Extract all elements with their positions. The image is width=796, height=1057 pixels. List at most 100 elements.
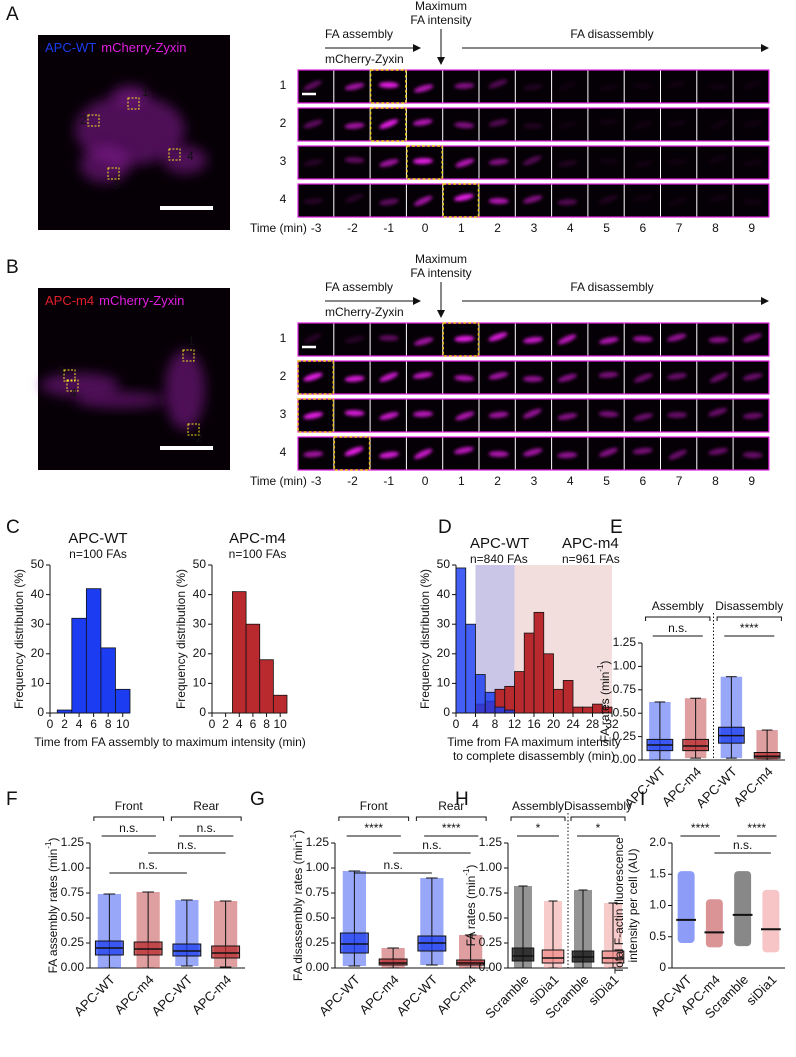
time-label: 6 bbox=[640, 474, 647, 488]
adhesion bbox=[667, 120, 687, 127]
panel-label: A bbox=[6, 4, 19, 25]
adhesion bbox=[344, 193, 364, 203]
series-count: n=961 FAs bbox=[562, 552, 620, 566]
adhesion bbox=[632, 82, 653, 90]
adhesion bbox=[488, 332, 508, 342]
adhesion bbox=[557, 373, 577, 382]
section-label: Assembly bbox=[512, 799, 564, 813]
highlight-frame bbox=[369, 107, 407, 142]
row-border bbox=[297, 183, 770, 218]
group-label: Scramble bbox=[482, 972, 531, 1021]
y-axis-label-text: FA disassembly rates (min bbox=[291, 841, 305, 981]
adhesion bbox=[633, 373, 653, 383]
time-label: 4 bbox=[567, 221, 574, 235]
significance: * bbox=[536, 821, 541, 835]
adhesion bbox=[454, 122, 475, 129]
time-label: -2 bbox=[347, 221, 358, 235]
box bbox=[511, 947, 535, 962]
y-tick-label: 1.00 bbox=[306, 860, 330, 874]
panel-label: C bbox=[6, 517, 20, 538]
section-bracket bbox=[510, 816, 566, 821]
adhesion bbox=[414, 84, 434, 93]
roi-label: 4 bbox=[70, 386, 77, 400]
adhesion bbox=[379, 119, 399, 129]
box bbox=[682, 738, 709, 752]
series-name: APC-m4 bbox=[229, 530, 286, 547]
adhesion bbox=[633, 120, 653, 130]
adhesion bbox=[488, 411, 509, 419]
adhesion bbox=[455, 158, 475, 168]
adhesion bbox=[454, 82, 475, 89]
adhesion bbox=[412, 118, 433, 126]
y-tick-label: 30 bbox=[31, 616, 45, 630]
y-tick-label: 1.00 bbox=[479, 860, 503, 874]
adhesion bbox=[742, 80, 762, 90]
time-label: 7 bbox=[676, 221, 683, 235]
image-label-construct: APC-WT bbox=[45, 40, 96, 55]
significance: n.s. bbox=[197, 821, 216, 835]
adhesion bbox=[598, 411, 619, 418]
adhesion bbox=[633, 413, 654, 421]
row-border bbox=[297, 436, 770, 471]
bar bbox=[71, 617, 87, 714]
adhesion bbox=[668, 449, 687, 460]
adhesion bbox=[488, 158, 509, 166]
bar bbox=[504, 709, 515, 714]
adhesion bbox=[742, 412, 763, 420]
data-spread bbox=[734, 871, 752, 947]
adhesion bbox=[412, 371, 433, 379]
adhesion bbox=[488, 198, 509, 205]
adhesion bbox=[522, 408, 542, 419]
time-axis-label: Time (min) bbox=[250, 221, 307, 235]
adhesion bbox=[488, 79, 508, 89]
bar bbox=[232, 591, 247, 714]
time-label: 5 bbox=[603, 221, 610, 235]
y-tick-label: 40 bbox=[437, 587, 451, 601]
y-tick-label: 1.00 bbox=[613, 659, 637, 673]
section-bracket bbox=[338, 816, 410, 821]
y-tick-label: 0.00 bbox=[306, 960, 330, 974]
significance: n.s. bbox=[422, 838, 441, 852]
image-label: APC-m4 mCherry-Zyxin bbox=[45, 293, 184, 308]
adhesion bbox=[414, 195, 433, 206]
adhesion bbox=[379, 198, 399, 206]
series-count: n=100 FAs bbox=[229, 547, 287, 561]
row-label: 2 bbox=[280, 369, 287, 383]
bar bbox=[115, 688, 131, 714]
adhesion bbox=[488, 451, 509, 458]
y-axis-label: FA disassembly rates (min-1) bbox=[289, 830, 305, 981]
significance: n.s. bbox=[138, 858, 157, 872]
adhesion bbox=[303, 159, 324, 167]
series-count: n=100 FAs bbox=[69, 547, 127, 561]
peak-label: Maximum bbox=[415, 0, 467, 13]
y-tick-label: 0.75 bbox=[306, 885, 330, 899]
y-axis-label: intensity per cell (AU) bbox=[626, 848, 640, 962]
adhesion bbox=[667, 159, 688, 166]
bar bbox=[562, 680, 574, 714]
bar bbox=[572, 706, 584, 714]
panel-label: F bbox=[6, 789, 18, 810]
section-label: Assembly bbox=[652, 599, 704, 613]
y-tick-label: 40 bbox=[31, 587, 45, 601]
adhesion bbox=[344, 335, 365, 344]
adhesion bbox=[523, 83, 544, 91]
x-tick-label: 6 bbox=[250, 717, 257, 731]
y-tick-label: 0 bbox=[199, 705, 206, 719]
roi-label: 4 bbox=[187, 149, 194, 163]
adhesion bbox=[742, 373, 763, 381]
row-border bbox=[297, 69, 770, 104]
row-label: 4 bbox=[280, 192, 287, 206]
roi-box bbox=[168, 148, 181, 161]
adhesion bbox=[344, 82, 365, 91]
adhesion bbox=[303, 372, 323, 382]
adhesion bbox=[378, 81, 399, 89]
bar bbox=[245, 623, 261, 714]
x-axis-label: Time from FA maximum intensity bbox=[447, 735, 621, 749]
time-label: 1 bbox=[458, 221, 465, 235]
roi-label: 2 bbox=[196, 431, 203, 445]
box bbox=[601, 950, 625, 964]
time-label: 0 bbox=[422, 221, 429, 235]
phase-label: FA disassembly bbox=[570, 27, 653, 41]
adhesion bbox=[303, 119, 323, 129]
